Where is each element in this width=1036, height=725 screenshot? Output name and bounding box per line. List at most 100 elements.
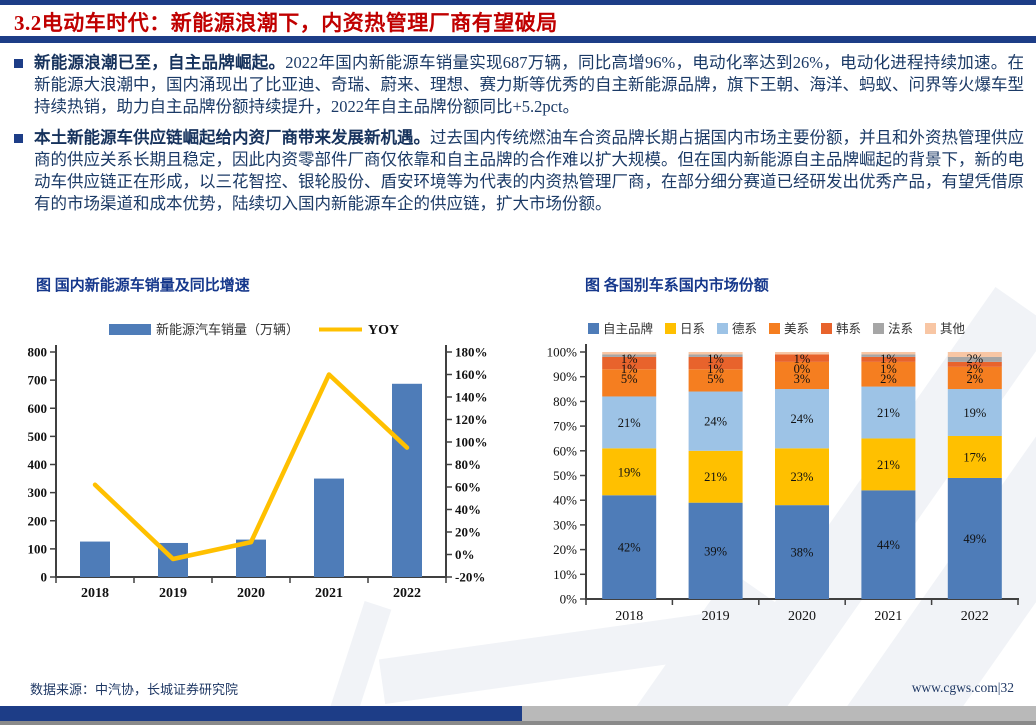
paragraph-body: 2022年国内新能源车销量实现687万辆，同比高增96%，电动化率达到26%，电… bbox=[34, 53, 1024, 116]
nev-sales-yoy-chart-svg: 新能源汽车销量（万辆） YOY 800 700 600 500 400 300 200 100 0 1… bbox=[28, 322, 488, 602]
bullet-paragraph: 新能源浪潮已至，自主品牌崛起。2022年国内新能源车销量实现687万辆，同比高增… bbox=[14, 52, 1024, 117]
svg-text:5%: 5% bbox=[707, 372, 724, 386]
svg-text:44%: 44% bbox=[877, 538, 900, 552]
svg-text:2%: 2% bbox=[880, 372, 897, 386]
svg-text:自主品牌: 自主品牌 bbox=[603, 321, 653, 336]
paragraph-text: 本土新能源车供应链崛起给内资厂商带来发展新机遇。过去国内传统燃油车合资品牌长期占… bbox=[34, 127, 1024, 214]
svg-text:1%: 1% bbox=[880, 352, 897, 366]
svg-text:1%: 1% bbox=[621, 352, 638, 366]
svg-text:1%: 1% bbox=[794, 352, 811, 366]
svg-text:100: 100 bbox=[28, 541, 48, 556]
svg-text:38%: 38% bbox=[791, 546, 814, 560]
figure-title-right: 图 各国别车系国内市场份额 bbox=[585, 278, 769, 294]
svg-text:300: 300 bbox=[28, 485, 48, 500]
bottom-bar-gray bbox=[522, 706, 1036, 721]
svg-text:2021: 2021 bbox=[315, 586, 343, 601]
svg-text:法系: 法系 bbox=[888, 322, 913, 336]
market-share-stacked-chart: 自主品牌 日系 德系 美系 韩系 法系 其他 100% 90% 80% 70% 60% 50% 40% 30… bbox=[540, 312, 1036, 634]
svg-text:80%: 80% bbox=[455, 457, 481, 472]
sales-bars bbox=[80, 383, 422, 577]
axes: 800 700 600 500 400 300 200 100 0 180% 160% 140% 120… bbox=[28, 345, 488, 602]
svg-text:2019: 2019 bbox=[702, 609, 730, 624]
svg-text:60%: 60% bbox=[455, 480, 481, 495]
svg-text:0%: 0% bbox=[455, 547, 475, 562]
svg-text:0: 0 bbox=[41, 570, 48, 585]
svg-text:新能源汽车销量（万辆）: 新能源汽车销量（万辆） bbox=[156, 322, 299, 337]
svg-text:600: 600 bbox=[28, 401, 48, 416]
svg-text:2022: 2022 bbox=[961, 609, 989, 624]
svg-text:10%: 10% bbox=[553, 567, 577, 582]
svg-text:19%: 19% bbox=[618, 465, 641, 479]
svg-text:17%: 17% bbox=[963, 450, 986, 464]
svg-text:70%: 70% bbox=[553, 419, 577, 434]
paragraph-lead: 本土新能源车供应链崛起给内资厂商带来发展新机遇。 bbox=[34, 128, 430, 148]
paragraph-lead: 新能源浪潮已至，自主品牌崛起。 bbox=[34, 53, 286, 72]
svg-text:韩系: 韩系 bbox=[836, 321, 861, 336]
svg-text:500: 500 bbox=[28, 429, 48, 444]
svg-text:800: 800 bbox=[28, 345, 48, 360]
svg-text:0%: 0% bbox=[794, 362, 811, 376]
svg-text:40%: 40% bbox=[553, 493, 577, 508]
svg-text:60%: 60% bbox=[553, 443, 577, 458]
svg-text:400: 400 bbox=[28, 457, 48, 472]
svg-text:YOY: YOY bbox=[368, 323, 399, 338]
svg-text:80%: 80% bbox=[553, 394, 577, 409]
paragraph-text: 新能源浪潮已至，自主品牌崛起。2022年国内新能源车销量实现687万辆，同比高增… bbox=[34, 52, 1024, 117]
svg-text:23%: 23% bbox=[791, 470, 814, 484]
svg-text:49%: 49% bbox=[963, 532, 986, 546]
bullet-square-icon bbox=[14, 134, 23, 144]
title-underline-rule bbox=[0, 36, 1036, 43]
svg-text:日系: 日系 bbox=[680, 322, 705, 336]
svg-text:100%: 100% bbox=[455, 435, 488, 450]
svg-text:5%: 5% bbox=[621, 372, 638, 386]
svg-text:2018: 2018 bbox=[615, 609, 643, 624]
svg-text:140%: 140% bbox=[455, 390, 488, 405]
yoy-line bbox=[92, 372, 410, 562]
svg-text:24%: 24% bbox=[791, 412, 814, 426]
nev-sales-yoy-chart: 新能源汽车销量（万辆） YOY 800 700 600 500 400 300 200 100 0 1… bbox=[14, 312, 489, 604]
svg-text:2%: 2% bbox=[966, 362, 983, 376]
svg-text:180%: 180% bbox=[455, 345, 488, 360]
svg-text:1%: 1% bbox=[707, 362, 724, 376]
website-page-number: www.cgws.com|32 bbox=[911, 680, 1014, 695]
svg-text:2020: 2020 bbox=[788, 609, 816, 624]
top-accent-bar bbox=[0, 0, 1036, 5]
svg-text:50%: 50% bbox=[553, 468, 577, 483]
svg-text:1%: 1% bbox=[621, 362, 638, 376]
svg-text:700: 700 bbox=[28, 373, 48, 388]
svg-text:200: 200 bbox=[28, 513, 48, 528]
svg-text:120%: 120% bbox=[455, 412, 488, 427]
svg-text:42%: 42% bbox=[618, 541, 641, 555]
svg-text:160%: 160% bbox=[455, 367, 488, 382]
svg-text:其他: 其他 bbox=[940, 322, 966, 336]
page-title: 3.2电动车时代：新能源浪潮下，内资热管理厂商有望破局 bbox=[14, 11, 558, 35]
bottom-bar-navy bbox=[0, 706, 522, 721]
legend: 新能源汽车销量（万辆） YOY bbox=[109, 322, 399, 338]
svg-text:2022: 2022 bbox=[393, 586, 421, 601]
svg-text:100%: 100% bbox=[547, 345, 578, 360]
svg-text:2020: 2020 bbox=[237, 586, 265, 601]
svg-text:40%: 40% bbox=[455, 502, 481, 517]
svg-text:90%: 90% bbox=[553, 369, 577, 384]
svg-text:19%: 19% bbox=[963, 406, 986, 420]
body-text-block: 新能源浪潮已至，自主品牌崛起。2022年国内新能源车销量实现687万辆，同比高增… bbox=[14, 52, 1024, 225]
svg-text:20%: 20% bbox=[553, 542, 577, 557]
svg-text:2021: 2021 bbox=[874, 609, 902, 624]
stacked-bars bbox=[602, 352, 1002, 599]
axes: 100% 90% 80% 70% 60% 50% 40% 30% 20% 10% 0% 2018 201… bbox=[547, 344, 1019, 624]
svg-text:2%: 2% bbox=[966, 352, 983, 366]
svg-text:39%: 39% bbox=[704, 544, 727, 558]
figure-title-left: 图 国内新能源车销量及同比增速 bbox=[36, 278, 250, 294]
paragraph-body: 过去国内传统燃油车合资品牌长期占据国内市场主要份额，并且和外资热管理供应商的供应… bbox=[34, 128, 1024, 213]
svg-text:21%: 21% bbox=[877, 406, 900, 420]
svg-text:24%: 24% bbox=[704, 415, 727, 429]
svg-text:21%: 21% bbox=[877, 458, 900, 472]
legend: 自主品牌 日系 德系 美系 韩系 法系 其他 bbox=[588, 321, 966, 336]
data-labels: 42%19%21%5%1%1%39%21%24%5%1%1%38%23%24%3… bbox=[618, 352, 987, 560]
svg-text:2019: 2019 bbox=[159, 586, 187, 601]
svg-text:-20%: -20% bbox=[455, 570, 485, 585]
svg-text:21%: 21% bbox=[704, 470, 727, 484]
svg-text:2018: 2018 bbox=[81, 586, 109, 601]
svg-text:0%: 0% bbox=[560, 592, 578, 607]
